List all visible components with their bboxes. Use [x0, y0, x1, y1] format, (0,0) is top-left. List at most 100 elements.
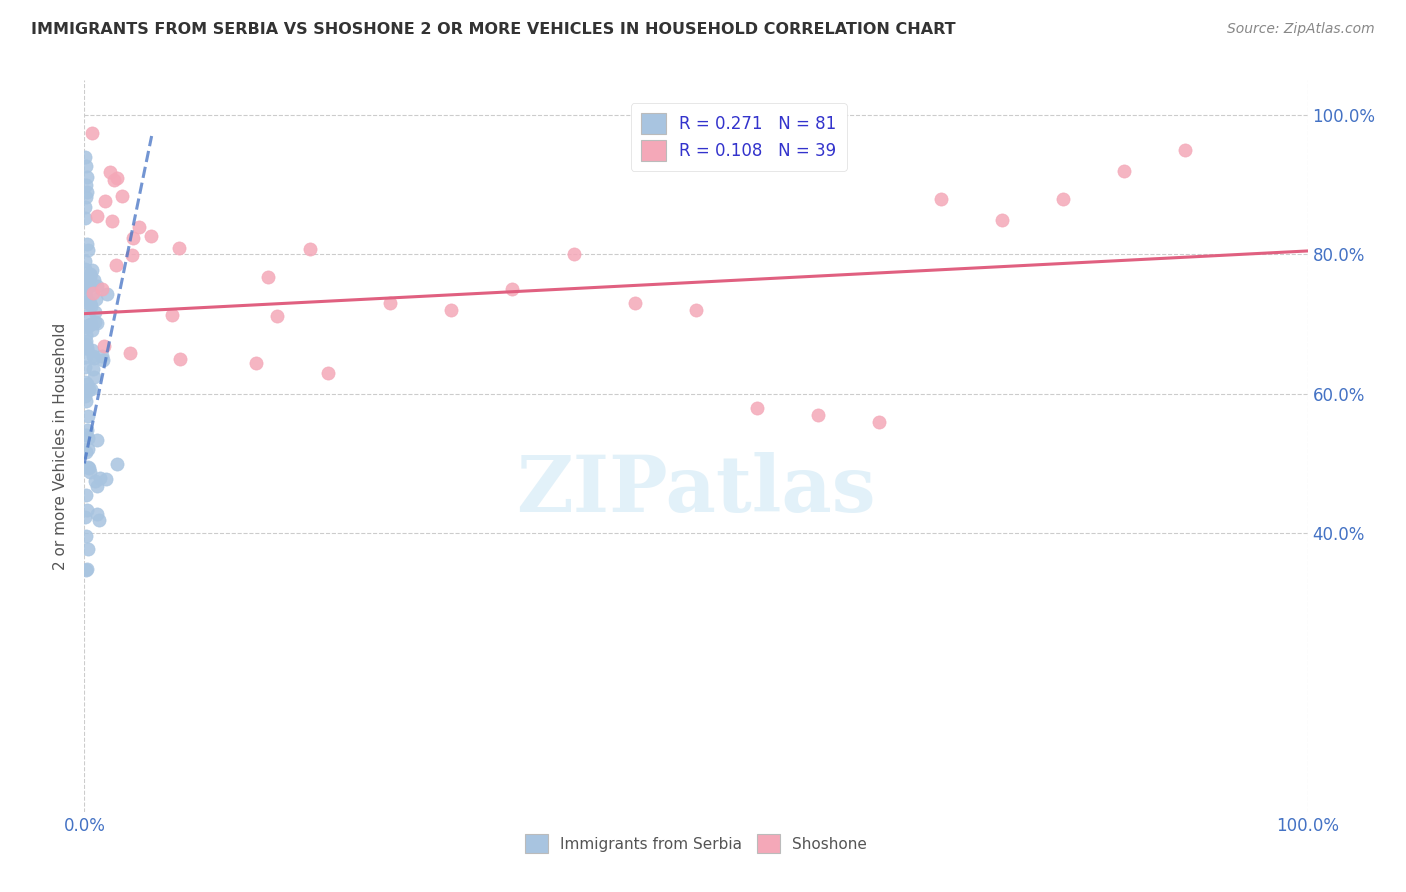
Point	[82, 349, 104, 363]
Point	[98, 165, 121, 179]
Point	[80, 127, 103, 141]
Point	[76, 309, 98, 323]
Point	[75, 334, 97, 348]
Point	[82, 362, 104, 376]
Point	[76, 169, 98, 184]
Point	[80, 343, 103, 358]
Point	[100, 214, 122, 228]
Point	[84, 305, 107, 319]
Point	[75, 563, 97, 577]
Point	[73, 375, 96, 389]
Point	[73, 279, 96, 293]
Point	[76, 282, 98, 296]
Legend: Immigrants from Serbia, Shoshone: Immigrants from Serbia, Shoshone	[519, 828, 873, 859]
Point	[75, 327, 97, 342]
Point	[869, 415, 891, 429]
Point	[75, 290, 97, 304]
Point	[111, 189, 134, 203]
Point	[76, 459, 98, 474]
Point	[75, 295, 97, 310]
Point	[624, 296, 647, 310]
Point	[86, 479, 108, 493]
Point	[82, 285, 104, 300]
Y-axis label: 2 or more Vehicles in Household: 2 or more Vehicles in Household	[53, 322, 69, 570]
Point	[94, 472, 117, 486]
Point	[76, 377, 98, 392]
Point	[83, 273, 105, 287]
Point	[75, 338, 97, 352]
Point	[73, 200, 96, 214]
Point	[562, 247, 585, 261]
Point	[75, 190, 97, 204]
Point	[76, 502, 98, 516]
Point	[1174, 143, 1197, 157]
Point	[77, 460, 100, 475]
Text: ZIPatlas: ZIPatlas	[516, 452, 876, 528]
Point	[96, 286, 118, 301]
Point	[89, 471, 111, 485]
Point	[87, 513, 110, 527]
Point	[75, 510, 97, 524]
Point	[747, 401, 769, 415]
Point	[76, 384, 98, 398]
Point	[257, 270, 280, 285]
Point	[77, 432, 100, 446]
Point	[685, 303, 707, 318]
Point	[86, 433, 108, 447]
Point	[79, 465, 101, 479]
Point	[76, 243, 98, 257]
Point	[83, 474, 105, 488]
Point	[76, 488, 98, 502]
Point	[128, 220, 150, 235]
Point	[73, 261, 96, 276]
Point	[76, 236, 98, 251]
Text: Source: ZipAtlas.com: Source: ZipAtlas.com	[1227, 22, 1375, 37]
Point	[79, 382, 101, 396]
Point	[93, 339, 115, 353]
Point	[80, 322, 103, 336]
Point	[91, 282, 114, 296]
Point	[76, 423, 98, 437]
Point	[75, 211, 97, 225]
Point	[298, 242, 321, 256]
Point	[121, 248, 143, 262]
Point	[76, 319, 98, 334]
Point	[94, 194, 117, 209]
Point	[86, 209, 108, 223]
Point	[245, 356, 267, 370]
Point	[440, 303, 463, 318]
Point	[266, 309, 288, 323]
Point	[380, 296, 402, 310]
Point	[83, 370, 105, 384]
Point	[75, 178, 97, 192]
Point	[76, 562, 98, 576]
Point	[75, 254, 97, 268]
Point	[73, 150, 96, 164]
Point	[79, 269, 101, 284]
Point	[160, 309, 183, 323]
Point	[91, 353, 114, 368]
Point	[1114, 164, 1136, 178]
Point	[73, 359, 96, 374]
Point	[73, 277, 96, 292]
Point	[75, 427, 97, 442]
Point	[79, 268, 101, 283]
Point	[90, 349, 112, 363]
Point	[929, 192, 952, 206]
Point	[807, 408, 830, 422]
Point	[139, 229, 162, 244]
Text: IMMIGRANTS FROM SERBIA VS SHOSHONE 2 OR MORE VEHICLES IN HOUSEHOLD CORRELATION C: IMMIGRANTS FROM SERBIA VS SHOSHONE 2 OR …	[31, 22, 956, 37]
Point	[105, 170, 128, 185]
Point	[83, 351, 105, 366]
Point	[86, 278, 108, 293]
Point	[76, 541, 98, 556]
Point	[80, 299, 103, 313]
Point	[76, 185, 98, 199]
Point	[77, 279, 100, 293]
Point	[79, 267, 101, 281]
Point	[73, 350, 96, 364]
Point	[120, 345, 142, 359]
Point	[76, 341, 98, 355]
Point	[169, 241, 191, 255]
Point	[316, 366, 339, 380]
